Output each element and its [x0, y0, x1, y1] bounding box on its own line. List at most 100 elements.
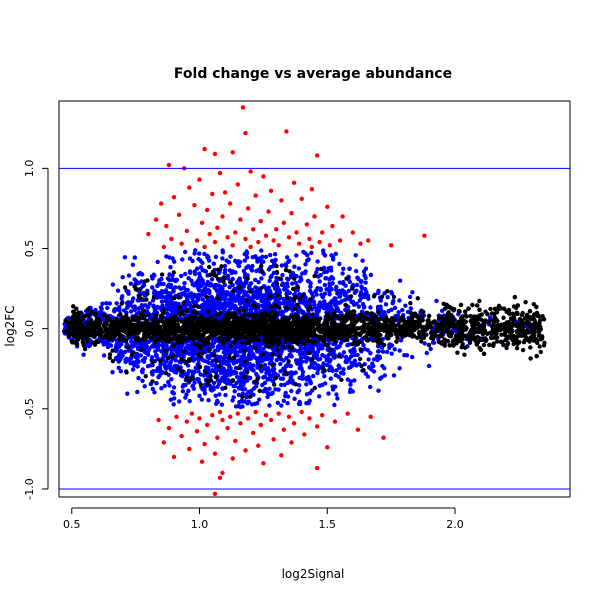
data-point-significant [210, 344, 215, 349]
data-point-significant [115, 288, 121, 293]
data-point-significant [171, 402, 176, 407]
data-point-significant [154, 381, 159, 386]
data-point-significant [198, 372, 203, 377]
data-point-significant [285, 401, 290, 406]
data-point-significant [298, 363, 303, 368]
data-point-significant [167, 383, 172, 388]
data-point-significant [279, 382, 284, 388]
data-point-significant [343, 291, 348, 296]
data-point-significant [302, 355, 308, 360]
data-point-significant [139, 303, 145, 308]
data-point-significant [396, 310, 401, 315]
data-point-significant [354, 288, 359, 293]
data-point-significant [280, 309, 285, 314]
data-point-significant [296, 306, 301, 312]
data-point-significant [284, 355, 289, 361]
data-point-significant [357, 298, 362, 303]
data-point-significant [98, 305, 104, 310]
data-point-significant [424, 350, 429, 356]
data-point-significant [220, 256, 225, 261]
data-point-significant [324, 276, 329, 281]
data-point-significant [392, 347, 397, 352]
data-point-significant [211, 380, 217, 386]
data-point-significant [305, 347, 310, 352]
data-point-significant [314, 353, 320, 358]
data-point-significant [380, 349, 386, 354]
data-point-significant [281, 398, 286, 403]
data-point-significant [217, 306, 222, 311]
data-point-significant [220, 250, 226, 255]
data-point-significant [183, 271, 188, 277]
data-point-significant [168, 282, 174, 288]
data-point-significant [264, 370, 269, 375]
data-point-significant [215, 292, 221, 298]
data-point-significant [308, 281, 313, 286]
data-point-significant [196, 361, 201, 366]
data-point-significant [242, 293, 247, 298]
data-point-significant [219, 293, 224, 298]
data-point-significant [188, 343, 193, 348]
data-point-significant [363, 280, 368, 285]
data-point-significant [213, 300, 218, 305]
data-point-significant [232, 389, 237, 394]
data-point-significant [280, 272, 285, 278]
data-point-significant [149, 274, 155, 279]
data-point-significant [268, 265, 273, 270]
data-point-significant [242, 399, 247, 404]
data-point-significant [375, 304, 381, 310]
data-point-significant [276, 387, 281, 392]
data-point-significant [168, 265, 173, 270]
data-point-significant [368, 272, 374, 278]
data-point-significant [324, 362, 330, 367]
data-point-significant [152, 390, 157, 395]
data-point-significant [132, 304, 137, 309]
data-point-not-significant [379, 341, 384, 346]
data-point-significant [231, 395, 236, 400]
data-point-significant [323, 304, 328, 309]
data-point-significant [322, 291, 328, 296]
data-point-significant [341, 367, 346, 372]
data-point-significant [347, 279, 352, 285]
data-point-not-significant [501, 315, 506, 320]
data-point-significant [188, 303, 193, 308]
data-point-significant [253, 277, 258, 283]
data-point-significant [318, 286, 323, 291]
data-point-significant [297, 383, 302, 388]
data-point-significant [304, 382, 309, 387]
data-point-significant [145, 344, 150, 350]
data-point-significant [233, 306, 238, 311]
data-point-significant [236, 358, 241, 363]
data-point-significant [317, 279, 322, 284]
data-point-significant [298, 275, 303, 280]
data-point-significant [256, 280, 261, 285]
data-point-significant [322, 253, 328, 258]
data-point-significant [256, 343, 261, 348]
data-point-significant [219, 370, 224, 376]
data-point-significant [262, 374, 267, 379]
data-point-significant [366, 296, 371, 301]
data-point-significant [136, 375, 141, 381]
data-point-significant [210, 358, 215, 364]
data-point-significant [268, 252, 273, 258]
data-point-significant [352, 378, 357, 383]
data-point-significant [162, 362, 167, 367]
data-point-significant [354, 282, 360, 288]
data-point-significant [343, 359, 348, 364]
data-point-significant [272, 371, 278, 376]
data-point-significant [306, 342, 312, 347]
data-point-not-significant [74, 306, 79, 311]
data-point-significant [199, 276, 204, 281]
data-point-significant [105, 305, 110, 311]
data-point-significant [283, 390, 288, 396]
data-point-significant [204, 288, 209, 293]
data-point-significant [236, 404, 241, 409]
data-point-significant [330, 368, 335, 373]
data-point-significant [220, 345, 225, 350]
data-point-significant [312, 361, 317, 366]
data-point-significant [330, 281, 335, 286]
data-point-significant [343, 354, 349, 360]
data-point-not-significant [447, 343, 452, 348]
data-point-significant [382, 366, 387, 371]
data-point-significant [244, 265, 249, 270]
data-point-significant [240, 404, 245, 409]
